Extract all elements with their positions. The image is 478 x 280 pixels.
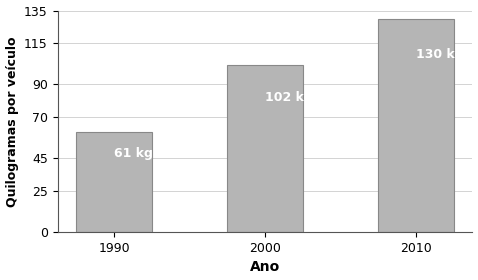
Text: 130 kg: 130 kg	[416, 48, 464, 61]
Bar	[228, 65, 303, 232]
Bar	[76, 132, 152, 232]
Y-axis label: Quilogramas por veículo: Quilogramas por veículo	[6, 36, 19, 207]
Text: 61 kg: 61 kg	[114, 147, 153, 160]
Text: 102 kg: 102 kg	[265, 91, 313, 104]
X-axis label: Ano: Ano	[250, 260, 280, 274]
Bar	[378, 19, 454, 232]
